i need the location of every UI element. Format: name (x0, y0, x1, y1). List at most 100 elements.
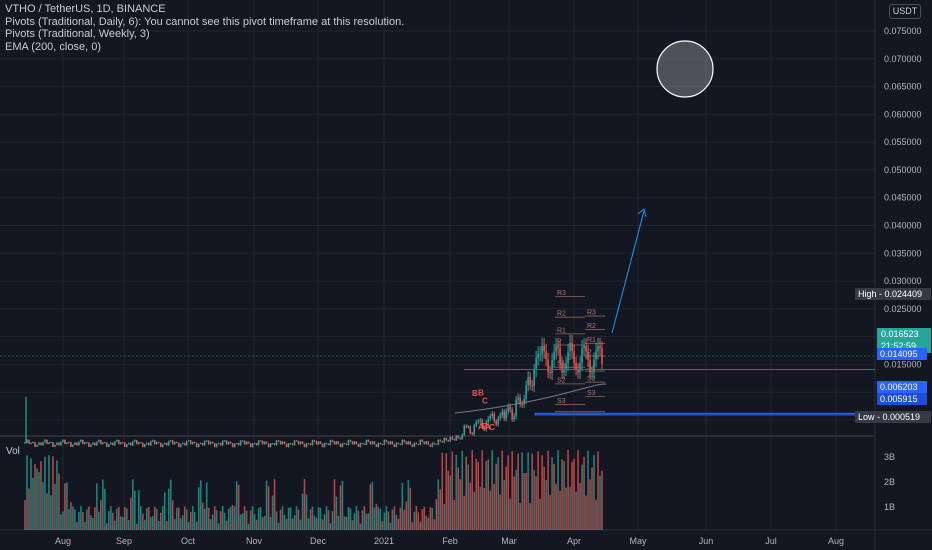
price-candle-body (241, 440, 244, 442)
volume-bar (427, 517, 430, 530)
price-candle-body (155, 442, 158, 445)
price-candle-body (363, 443, 366, 445)
pivot-level-label: R2 (557, 311, 566, 318)
volume-bar (303, 479, 306, 530)
price-candle-body (485, 422, 488, 430)
price-candle-body (138, 442, 140, 445)
volume-bar (279, 509, 282, 530)
volume-bar (361, 510, 364, 530)
price-candle-body (321, 443, 324, 448)
wave-label: C (489, 423, 495, 432)
volume-bar (333, 479, 336, 530)
price-candle-body (317, 441, 320, 445)
price-candle-body (130, 442, 132, 446)
price-candle-body (42, 442, 44, 446)
price-candle-body (167, 441, 170, 446)
price-candle-body (221, 440, 224, 446)
price-candle-body (114, 441, 116, 446)
price-candle-body (393, 444, 396, 447)
volume-bar (521, 452, 523, 530)
currency-selector[interactable]: USDT (889, 4, 921, 19)
low-badge: Low - 0.000519 (855, 411, 931, 423)
price-candle-body (237, 443, 240, 446)
volume-bar (367, 513, 370, 530)
volume-bar (505, 466, 507, 530)
volume-bar (311, 506, 314, 530)
volume-bar (225, 520, 228, 530)
volume-bar (523, 473, 525, 530)
price-candle-body (183, 442, 186, 446)
volume-bar (573, 458, 575, 530)
volume-bar (495, 463, 497, 530)
x-tick-label: Apr (567, 536, 581, 546)
volume-tick-label: 2B (884, 477, 895, 487)
x-tick-label: Aug (55, 536, 71, 546)
volume-bar (459, 479, 462, 530)
volume-bar (359, 523, 362, 530)
volume-bar (545, 480, 547, 530)
volume-bar (48, 455, 50, 530)
wave-label: B (482, 422, 488, 431)
price-candle-body (38, 442, 40, 445)
price-candle-body (347, 440, 350, 445)
price-candle-body (100, 440, 102, 445)
price-candle-body (425, 441, 428, 445)
price-candle-body (134, 440, 136, 442)
volume-bar (295, 506, 298, 530)
volume-bar (369, 484, 372, 530)
price-candle-body (124, 442, 126, 448)
price-candle-body (126, 444, 128, 448)
volume-bar (189, 511, 192, 530)
price-candle-body (82, 439, 84, 445)
volume-bar (128, 520, 130, 530)
volume-bar (243, 506, 246, 530)
price-candle-body (525, 385, 527, 399)
volume-bar (169, 479, 172, 530)
price-candle-body (275, 440, 278, 446)
price-candle-body (267, 443, 270, 448)
volume-bar (207, 507, 210, 530)
volume-bar (94, 507, 96, 530)
price-candle-body (68, 442, 70, 444)
price-candle-body (209, 441, 212, 445)
price-candle-body (435, 444, 438, 446)
price-candle-body (423, 441, 426, 445)
price-candle-body (591, 372, 593, 374)
volume-bar (68, 509, 70, 530)
volume-bar (499, 494, 501, 530)
price-candle-body (439, 439, 442, 442)
pivot-level-label: R1 (587, 337, 596, 344)
volume-bar (323, 514, 326, 530)
price-candle-body (191, 442, 194, 445)
price-candle-body (80, 439, 82, 442)
volume-bar (141, 513, 144, 530)
volume-bar (120, 516, 122, 530)
price-candle-body (313, 440, 316, 442)
volume-bar (343, 516, 346, 530)
price-candle-body (219, 443, 222, 446)
volume-bar (337, 515, 340, 530)
volume-bar (124, 506, 126, 530)
price-candle-body (259, 440, 262, 442)
volume-bar (595, 499, 597, 530)
price-candle-body (495, 420, 497, 425)
price-candle-body (231, 443, 234, 448)
price-candle-body (405, 441, 408, 445)
volume-bar (515, 469, 517, 530)
volume-bar (331, 511, 334, 530)
volume-bar (159, 512, 162, 530)
price-candle-body (519, 397, 521, 404)
volume-bar (199, 480, 202, 530)
volume-bar (501, 450, 503, 530)
price-candle-body (84, 442, 86, 445)
volume-bar (213, 506, 216, 530)
volume-bar (60, 514, 62, 530)
price-candle-body (515, 399, 517, 416)
ema-200-line (454, 383, 607, 414)
price-candle-body (557, 346, 559, 348)
volume-bar (353, 513, 356, 530)
price-candle-body (595, 351, 597, 360)
price-candle-body (501, 411, 503, 416)
volume-bar (315, 517, 318, 530)
